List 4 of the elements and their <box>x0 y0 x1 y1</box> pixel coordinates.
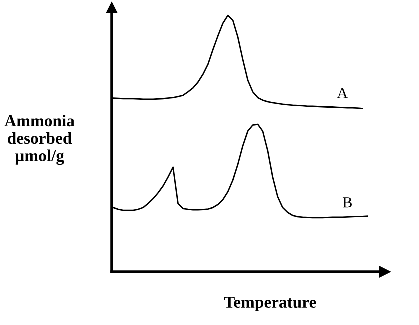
series-label: B <box>342 198 352 208</box>
y-axis-title: Ammonia desorbed µmol/g <box>4 114 75 166</box>
x-axis-title: Temperature <box>224 296 316 312</box>
series-label: A <box>337 88 348 98</box>
